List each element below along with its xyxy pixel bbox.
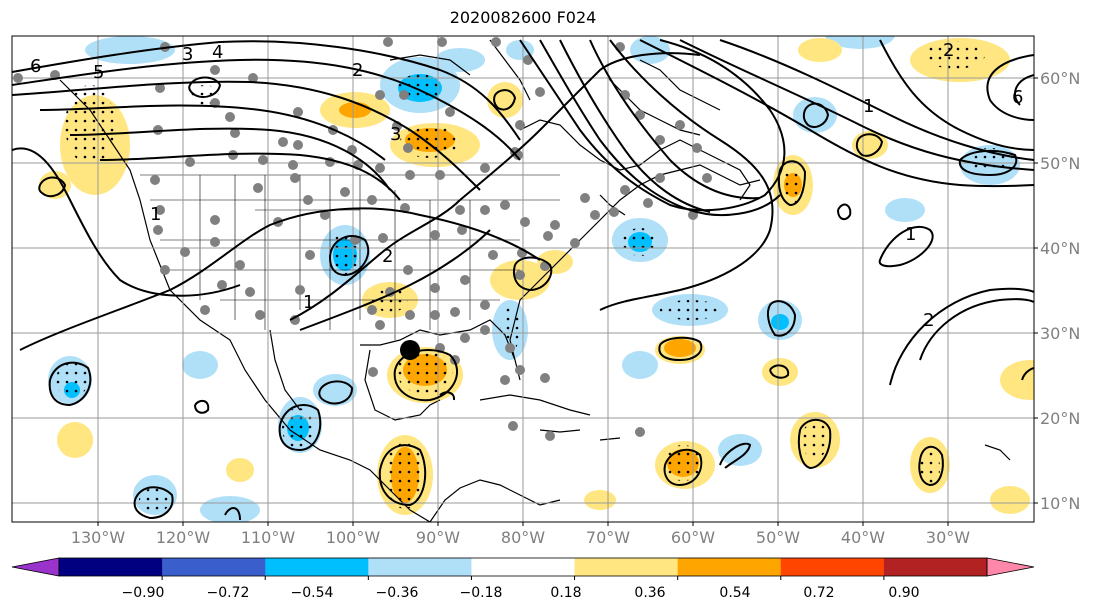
latitude-labels: 60°N 50°N 40°N 30°N 20°N 10°N xyxy=(1040,69,1080,513)
colorbar-labels: −0.90 −0.72 −0.54 −0.36 −0.18 0.18 0.36 … xyxy=(122,585,920,601)
colorbar-segment xyxy=(677,558,782,576)
colorbar-segment xyxy=(368,558,472,576)
contour-label: 1 xyxy=(905,224,916,245)
contour-label: 1 xyxy=(150,204,161,225)
colorbar-segment xyxy=(780,558,885,576)
lon-label: 80°W xyxy=(501,528,545,547)
contour-label: 6 xyxy=(30,56,41,77)
significance-stippling xyxy=(56,41,1012,512)
colorbar-tick-label: −0.36 xyxy=(376,585,419,601)
contour-label: 3 xyxy=(390,124,401,145)
map-area: 6 5 4 3 3 2 1 2 1 6 1 2 2 1 xyxy=(12,36,1034,522)
colorbar-segment xyxy=(265,558,369,576)
contour-label: 2 xyxy=(943,40,954,61)
colorbar-tick-label: −0.90 xyxy=(122,585,165,601)
colorbar-segment xyxy=(59,558,163,576)
colorbar-tick-label: −0.54 xyxy=(291,585,334,601)
contour-lines xyxy=(12,39,1034,521)
contour-label: 3 xyxy=(182,44,193,65)
contour-label: 4 xyxy=(212,42,223,63)
contour-label: 5 xyxy=(93,62,104,83)
map-title: 2020082600 F024 xyxy=(449,8,597,27)
colorbar-tick-label: 0.90 xyxy=(888,585,919,601)
longitude-labels: 130°W 120°W 110°W 100°W 90°W 80°W 70°W 6… xyxy=(71,528,970,547)
lat-label: 40°N xyxy=(1040,239,1080,258)
contour-label: 1 xyxy=(863,96,874,117)
lon-label: 110°W xyxy=(241,528,296,547)
contour-label: 1 xyxy=(303,292,314,313)
political-borders xyxy=(140,174,560,340)
lon-label: 40°W xyxy=(841,528,885,547)
lon-label: 60°W xyxy=(671,528,715,547)
lon-label: 100°W xyxy=(326,528,381,547)
lon-label: 70°W xyxy=(586,528,630,547)
contour-label: 2 xyxy=(352,60,363,81)
colorbar-min-arrow xyxy=(11,557,60,577)
contour-label: 6 xyxy=(1012,87,1023,108)
colorbar-tick-label: 0.54 xyxy=(719,585,750,601)
coastlines xyxy=(59,39,1011,522)
colorbar-max-arrow xyxy=(986,557,1035,577)
colorbar-segment xyxy=(162,558,266,576)
storm-center-marker xyxy=(400,340,420,360)
contour-label: 2 xyxy=(382,246,393,267)
colorbar-tick-label: 0.18 xyxy=(550,585,581,601)
lon-label: 50°W xyxy=(756,528,800,547)
lat-label: 10°N xyxy=(1040,494,1080,513)
lat-label: 30°N xyxy=(1040,324,1080,343)
colorbar xyxy=(11,557,1035,580)
contour-label: 2 xyxy=(923,310,934,331)
lon-label: 120°W xyxy=(156,528,211,547)
axis-ticks xyxy=(97,77,1038,526)
lat-label: 60°N xyxy=(1040,69,1080,88)
colorbar-tick-label: 0.72 xyxy=(803,585,834,601)
colorbar-tick-label: 0.36 xyxy=(634,585,665,601)
colorbar-segment xyxy=(883,558,988,576)
colorbar-segment xyxy=(574,558,679,576)
graticule xyxy=(12,36,1034,522)
lon-label: 30°W xyxy=(926,528,970,547)
lon-label: 90°W xyxy=(416,528,460,547)
colorbar-tick-label: −0.18 xyxy=(460,585,503,601)
lat-label: 50°N xyxy=(1040,154,1080,173)
colorbar-tick-label: −0.72 xyxy=(207,585,250,601)
colorbar-outline xyxy=(58,557,988,577)
colorbar-segment xyxy=(471,558,576,576)
lon-label: 130°W xyxy=(71,528,126,547)
lat-label: 20°N xyxy=(1040,409,1080,428)
contour-label-group: 6 5 4 3 3 2 1 2 1 6 1 2 2 1 xyxy=(30,40,1023,331)
